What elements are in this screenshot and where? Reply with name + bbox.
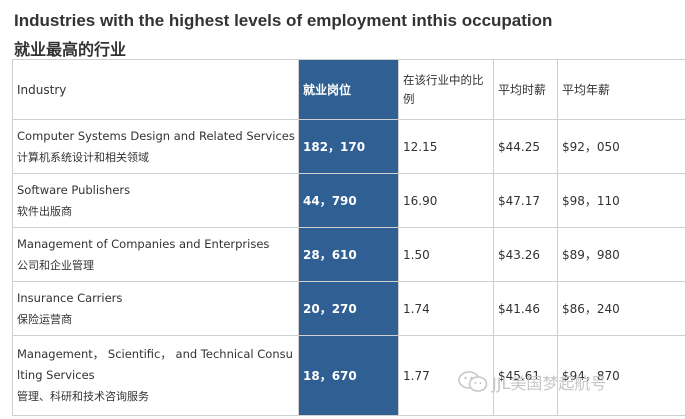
jobs-cell: 18，670 [298,335,399,416]
industry-name-en: Insurance Carriers [17,290,123,305]
jobs-cell: 28，610 [298,227,399,282]
jobs-cell: 20，270 [298,281,399,336]
industry-cell: Computer Systems Design and Related Serv… [12,119,299,174]
percent-cell: 12.15 [398,119,494,174]
industry-cell: Insurance Carriers 保险运营商 [12,281,299,336]
header-jobs: 就业岗位 [298,59,399,120]
industry-cell: Software Publishers 软件出版商 [12,173,299,228]
header-percent: 在该行业中的比例 [398,59,494,120]
annual-cell: $98，110 [557,173,685,228]
header-hourly: 平均时薪 [493,59,558,120]
table-header-row: Industry 就业岗位 在该行业中的比例 平均时薪 平均年薪 [12,59,685,120]
jobs-cell: 44，790 [298,173,399,228]
table-row: Software Publishers 软件出版商 44，790 16.90 $… [12,173,685,228]
hourly-cell: $41.46 [493,281,558,336]
industry-name-en: Computer Systems Design and Related Serv… [17,128,295,143]
header-percent-label: 在该行业中的比例 [403,72,484,106]
watermark: JJL美国梦起航号 [458,370,606,394]
page-title-chinese: 就业最高的行业 [14,40,127,59]
industry-name-en: Management of Companies and Enterprises [17,236,270,251]
header-annual: 平均年薪 [557,59,685,120]
percent-cell: 1.77 [398,335,494,416]
industry-cell: Management of Companies and Enterprises … [12,227,299,282]
industry-name-zh: 公司和企业管理 [17,258,94,272]
industry-name-zh: 管理、科研和技术咨询服务 [17,390,149,403]
jobs-cell: 182，170 [298,119,399,174]
table-row: Management， Scientific， and Technical Co… [12,335,685,416]
industry-name-en-line1: Management， Scientific， and Technical Co… [17,347,293,361]
industry-name-zh: 计算机系统设计和相关领域 [17,150,149,164]
industry-name-en: Software Publishers [17,182,131,197]
table-row: Computer Systems Design and Related Serv… [12,119,685,174]
hourly-cell: $43.26 [493,227,558,282]
annual-cell: $89，980 [557,227,685,282]
industry-name-zh: 软件出版商 [17,204,72,218]
annual-cell: $92，050 [557,119,685,174]
annual-cell: $94，870 [557,335,685,416]
page-title-english: Industries with the highest levels of em… [14,11,553,30]
employment-table: Industry 就业岗位 在该行业中的比例 平均时薪 平均年薪 Compute… [12,59,685,416]
watermark-text: JJL美国梦起航号 [492,374,607,393]
industry-cell: Management， Scientific， and Technical Co… [12,335,299,416]
annual-cell: $86，240 [557,281,685,336]
wechat-icon [458,371,488,392]
table-row: Management of Companies and Enterprises … [12,227,685,282]
table-row: Insurance Carriers 保险运营商 20，270 1.74 $41… [12,281,685,336]
hourly-cell: $44.25 [493,119,558,174]
industry-name-zh: 保险运营商 [17,312,72,326]
header-industry: Industry [12,59,299,120]
percent-cell: 1.50 [398,227,494,282]
hourly-cell: $47.17 [493,173,558,228]
percent-cell: 1.74 [398,281,494,336]
percent-cell: 16.90 [398,173,494,228]
hourly-cell: $45.61 [493,335,558,416]
industry-name-en-line2: lting Services [17,368,95,382]
